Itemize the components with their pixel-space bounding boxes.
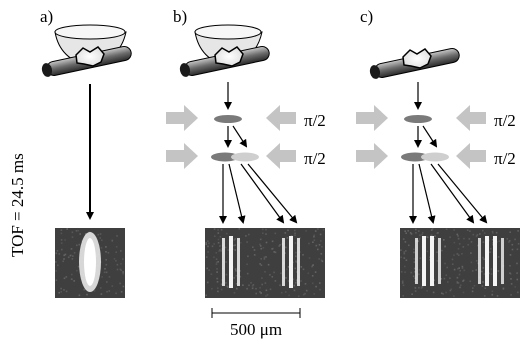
cloud-c-2a [401,152,429,162]
trap-c [369,48,460,79]
panel-label-c: c) [360,7,373,26]
trap-b [179,24,270,77]
fringe-pattern-c-left [415,236,441,286]
cloud-c [402,48,432,69]
pulse-arrow-b2-right [266,143,296,169]
fringe-pattern-b-left [222,236,240,288]
pulse-label-b2: π/2 [304,149,326,168]
pulse-arrow-c2-left [356,143,388,169]
cloud-b-1 [214,115,242,123]
sequence-c: π/2 π/2 [356,82,516,224]
sequence-b: π/2 π/2 [166,82,326,224]
cloud-c-2b [421,152,449,162]
pulse-arrow-c2-right [456,143,486,169]
cloud-a [75,46,105,67]
pulse-arrow-b2-left [166,143,198,169]
absorption-image-a [55,228,125,298]
trap-a [41,24,132,220]
pulse-arrow-c1-left [356,105,388,131]
cloud-c-1 [404,115,432,123]
pulse-label-c1: π/2 [494,111,516,130]
pulse-label-b1: π/2 [304,111,326,130]
fringe-pattern-c-right [478,236,504,286]
cloud-b [214,46,244,67]
scale-bar-label: 500 μm [230,320,282,339]
pulse-arrow-b1-right [266,105,296,131]
panel-label-b: b) [173,7,187,26]
panel-label-a: a) [40,7,53,26]
scale-bar [211,308,301,318]
cloud-b-2a [211,152,239,162]
cloud-b-2b [231,152,259,162]
pulse-arrow-b1-left [166,105,198,131]
absorption-image-b [205,228,325,298]
pulse-arrow-c1-right [456,105,486,131]
absorption-image-c [400,228,520,298]
fringe-pattern-b-right [282,236,300,288]
tof-label: TOF = 24.5 ms [8,153,27,257]
pulse-label-c2: π/2 [494,149,516,168]
